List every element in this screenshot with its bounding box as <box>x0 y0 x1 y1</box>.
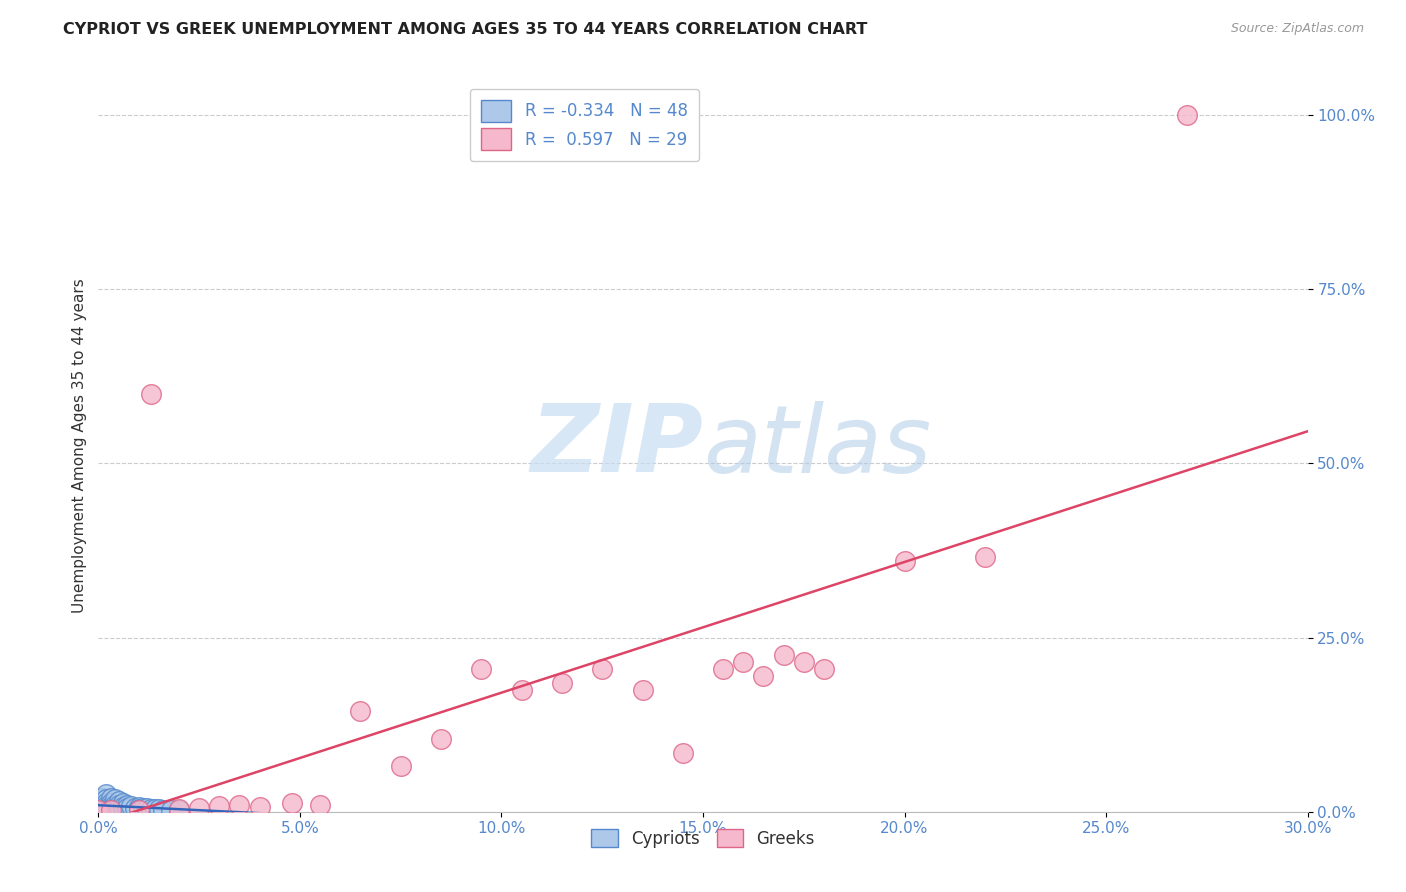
Point <box>128 803 150 817</box>
Point <box>228 798 250 813</box>
Point <box>100 796 122 810</box>
Point <box>128 802 150 816</box>
Point <box>115 800 138 814</box>
Point <box>91 797 114 812</box>
Point <box>100 799 122 814</box>
Point <box>120 799 142 814</box>
Point <box>100 803 122 817</box>
Point <box>160 803 183 817</box>
Point <box>793 655 815 669</box>
Point <box>139 802 162 816</box>
Point <box>309 798 332 813</box>
Point <box>124 800 146 814</box>
Point <box>128 800 150 814</box>
Point <box>91 803 114 817</box>
Point <box>96 792 118 806</box>
Point <box>893 554 915 568</box>
Point <box>772 648 794 662</box>
Point <box>103 792 125 806</box>
Point <box>813 662 835 676</box>
Point <box>470 662 492 676</box>
Legend: Cypriots, Greeks: Cypriots, Greeks <box>585 822 821 855</box>
Point <box>1175 108 1198 122</box>
Point <box>752 669 775 683</box>
Point <box>96 802 118 816</box>
Point <box>551 676 574 690</box>
Point <box>91 794 114 808</box>
Point <box>148 802 170 816</box>
Point <box>510 682 533 697</box>
Point <box>672 746 695 760</box>
Y-axis label: Unemployment Among Ages 35 to 44 years: Unemployment Among Ages 35 to 44 years <box>72 278 87 614</box>
Point <box>103 801 125 815</box>
Point <box>87 805 110 819</box>
Point <box>100 790 122 805</box>
Point <box>96 787 118 801</box>
Point <box>107 797 129 812</box>
Point <box>111 797 134 811</box>
Point <box>152 803 174 817</box>
Text: Source: ZipAtlas.com: Source: ZipAtlas.com <box>1230 22 1364 36</box>
Point <box>100 801 122 815</box>
Point <box>87 801 110 815</box>
Point <box>974 550 997 565</box>
Point <box>91 801 114 815</box>
Text: CYPRIOT VS GREEK UNEMPLOYMENT AMONG AGES 35 TO 44 YEARS CORRELATION CHART: CYPRIOT VS GREEK UNEMPLOYMENT AMONG AGES… <box>63 22 868 37</box>
Point <box>103 797 125 812</box>
Point <box>91 800 114 814</box>
Text: atlas: atlas <box>703 401 931 491</box>
Point <box>96 797 118 811</box>
Point <box>87 803 110 817</box>
Point <box>143 802 166 816</box>
Point <box>430 731 453 746</box>
Point <box>111 800 134 814</box>
Point <box>733 655 755 669</box>
Point <box>349 704 371 718</box>
Point <box>631 682 654 697</box>
Point <box>87 802 110 816</box>
Point <box>107 800 129 814</box>
Point <box>167 802 190 816</box>
Point <box>87 804 110 818</box>
Point <box>389 759 412 773</box>
Point <box>115 797 138 812</box>
Point <box>87 805 110 819</box>
Point <box>249 800 271 814</box>
Point <box>87 799 110 814</box>
Point <box>107 794 129 808</box>
Point <box>87 803 110 817</box>
Point <box>91 790 114 805</box>
Point <box>591 662 613 676</box>
Point <box>96 799 118 814</box>
Point <box>135 801 157 815</box>
Point <box>167 803 190 817</box>
Point <box>188 800 211 814</box>
Point <box>281 797 304 811</box>
Point <box>208 799 231 814</box>
Point <box>87 794 110 808</box>
Point <box>139 386 162 401</box>
Point <box>132 800 155 814</box>
Point <box>87 800 110 814</box>
Point <box>711 662 734 676</box>
Point <box>87 803 110 817</box>
Text: ZIP: ZIP <box>530 400 703 492</box>
Point <box>87 797 110 812</box>
